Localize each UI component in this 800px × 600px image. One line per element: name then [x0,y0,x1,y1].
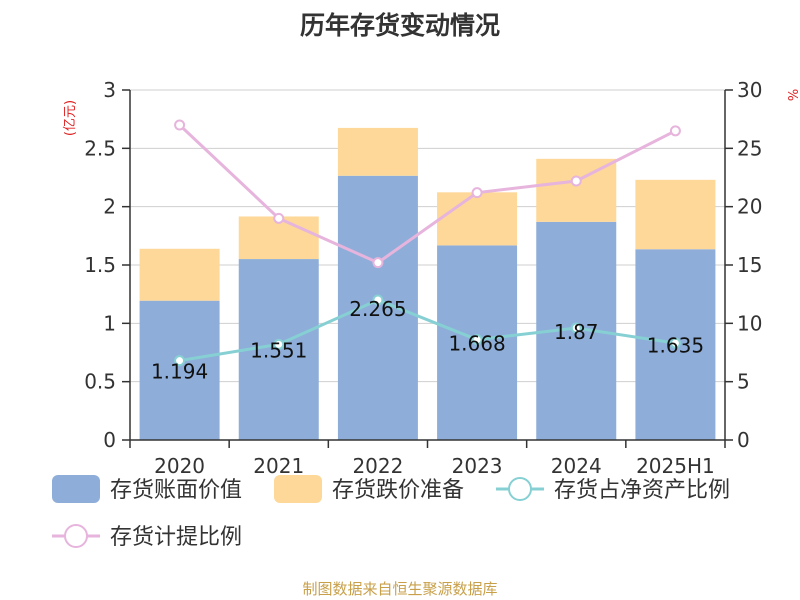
y-left-tick-label: 2 [103,195,116,219]
y-left-tick-label: 2.5 [84,136,116,160]
bar-impairment-2022 [337,127,418,176]
y-right-title: % [787,89,800,101]
y-right-tick-label: 10 [737,311,762,335]
point-net-asset-ratio-2020 [174,355,186,367]
y-left-tick-label: 1.5 [84,253,116,277]
legend-book-value-swatch [52,475,100,503]
x-tick-label: 2022 [352,454,403,478]
data-label-book-value: 1.87 [554,320,599,344]
data-label-book-value: 1.551 [250,339,307,363]
data-label-book-value: 1.668 [448,332,505,356]
y-right-tick-label: 15 [737,253,762,277]
line-net-asset-ratio [179,298,676,363]
y-left-tick-label: 1 [103,311,116,335]
y-left-tick-label: 0 [103,428,116,452]
point-net-asset-ratio-2025H1 [669,337,681,349]
point-net-asset-ratio-2022 [372,294,384,306]
legend-provision-ratio-swatch-marker [64,524,88,548]
point-net-asset-ratio-2021 [273,338,285,350]
legend-impairment-swatch [274,475,322,503]
x-tick-label: 2023 [452,454,503,478]
line-provision-ratio [178,123,677,265]
point-provision-ratio-2020 [174,119,186,131]
legend-book-value-label: 存货账面价值 [110,478,242,503]
y-right-tick-label: 25 [737,136,762,160]
chart-title: 历年存货变动情况 [299,11,500,40]
point-provision-ratio-2022 [372,257,384,269]
data-label-book-value: 1.635 [647,334,704,358]
x-tick-label: 2025H1 [636,454,715,478]
point-provision-ratio-2021 [273,212,285,224]
point-net-asset-ratio-2024 [570,322,582,334]
point-provision-ratio-2024 [570,175,582,187]
y-right-tick-label: 0 [737,428,750,452]
legend-net-asset-ratio-label: 存货占净资产比例 [554,478,730,503]
legend-provision-ratio-label: 存货计提比例 [110,525,242,550]
bar-impairment-2025H1 [635,179,716,250]
bar-impairment-2024 [536,158,617,222]
y-left-tick-label: 0.5 [84,370,116,394]
bar-impairment-2023 [437,192,518,246]
point-net-asset-ratio-2023 [471,334,483,346]
point-provision-ratio-2025H1 [669,125,681,137]
data-label-book-value: 1.194 [151,359,208,383]
point-provision-ratio-2023 [471,187,483,199]
y-right-tick-label: 30 [737,78,762,102]
x-tick-label: 2020 [154,454,205,478]
bar-impairment-2020 [139,248,220,301]
legend-impairment-label: 存货跌价准备 [332,478,464,503]
y-right-tick-label: 20 [737,195,762,219]
y-left-tick-label: 3 [103,78,116,102]
legend-net-asset-ratio-swatch-marker [508,477,532,501]
y-right-tick-label: 5 [737,370,750,394]
y-left-title: (亿元) [63,100,78,136]
x-tick-label: 2021 [253,454,304,478]
bar-book-value-2022 [337,175,418,440]
data-label-book-value: 2.265 [349,297,406,321]
x-tick-label: 2024 [551,454,602,478]
bar-book-value-2020 [139,300,220,440]
source-note: 制图数据来自恒生聚源数据库 [302,580,498,598]
